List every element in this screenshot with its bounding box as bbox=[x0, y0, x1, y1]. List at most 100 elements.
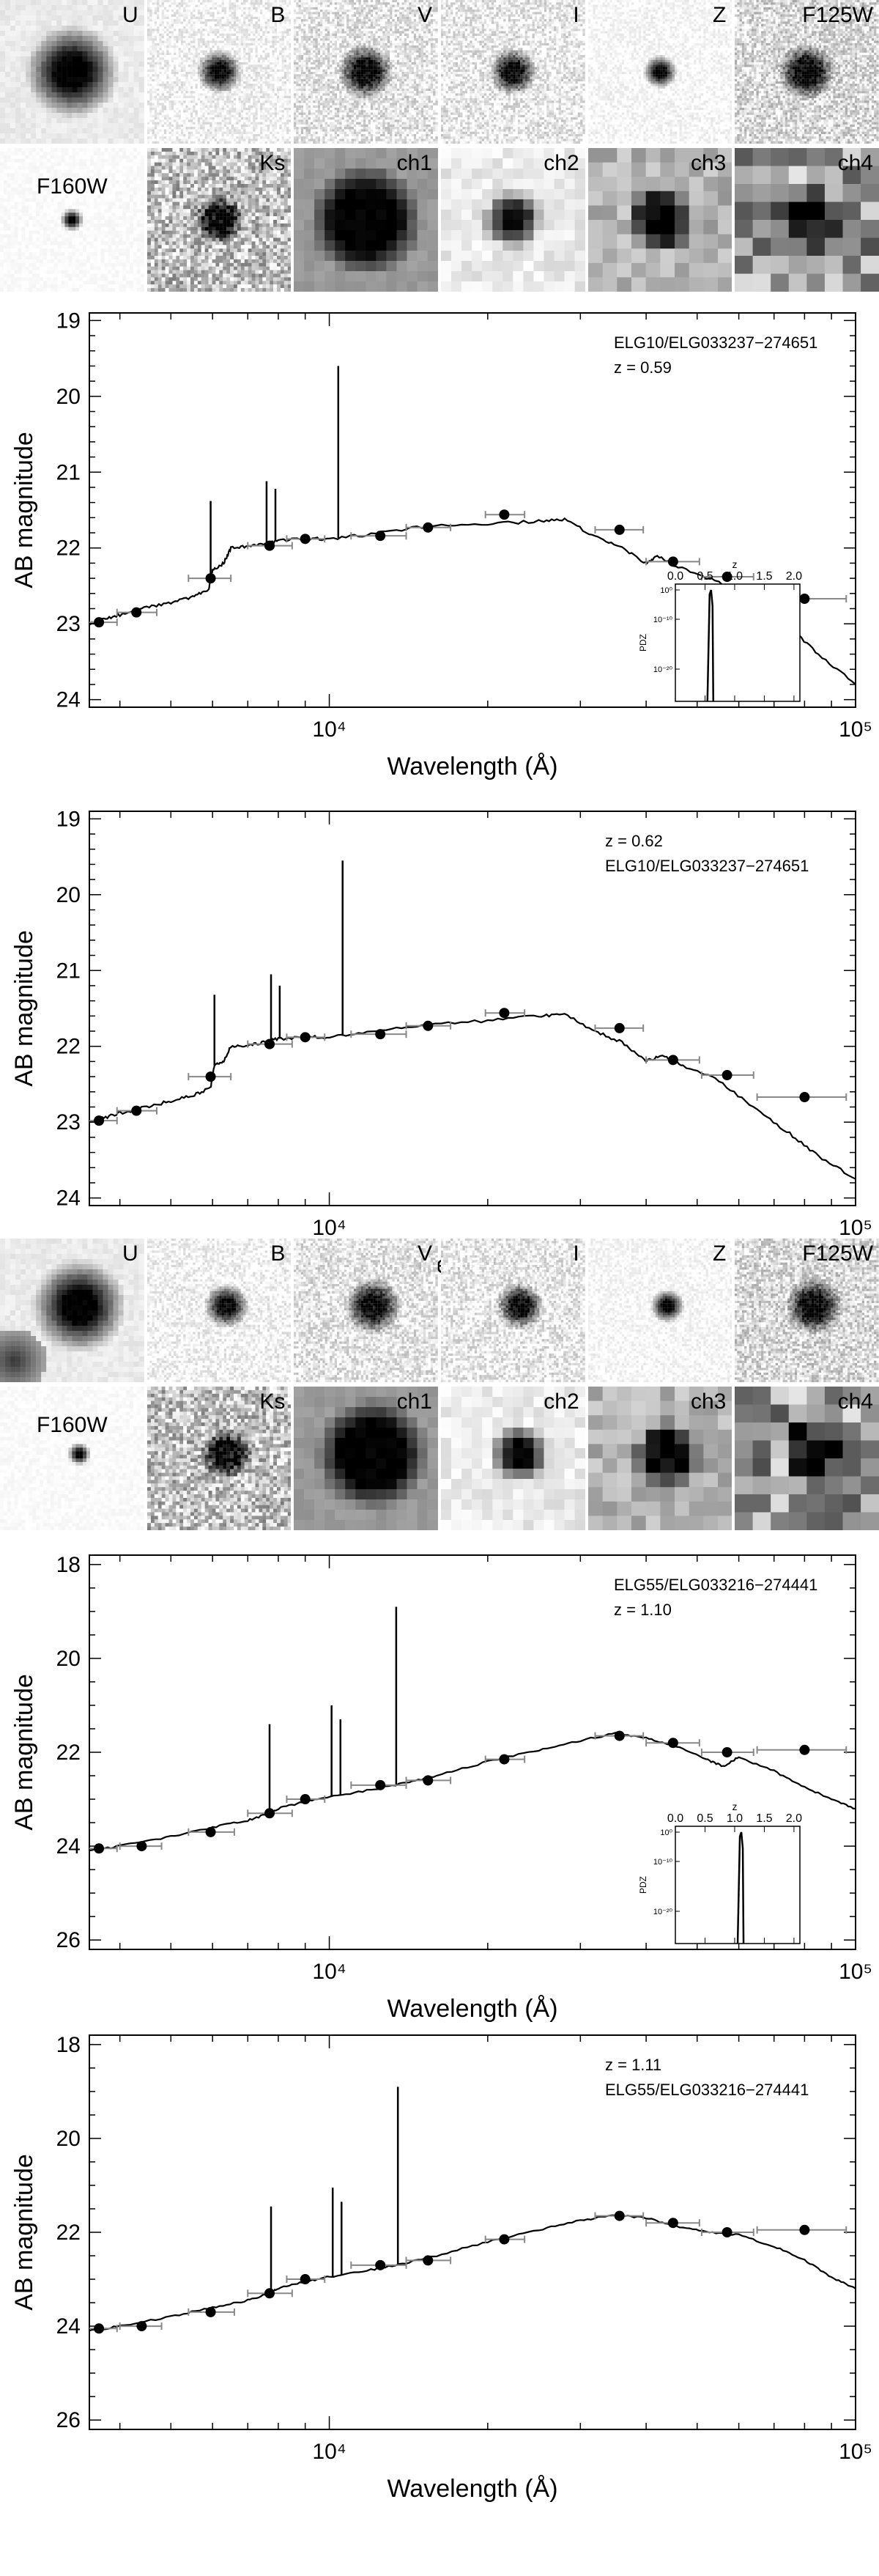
photometry-point bbox=[668, 1055, 678, 1065]
photometry-point bbox=[799, 1745, 809, 1755]
photometry-point bbox=[722, 1070, 732, 1080]
y-tick-label: 22 bbox=[56, 2221, 81, 2245]
stamp-label: F160W bbox=[37, 176, 108, 198]
inset-y-tick-label: 10⁰ bbox=[660, 1828, 672, 1837]
y-axis-label: AB magnitude bbox=[10, 432, 38, 588]
y-axis-label: AB magnitude bbox=[10, 2154, 38, 2311]
inset-y-tick-label: 10⁻²⁰ bbox=[653, 665, 673, 674]
photometry-point bbox=[499, 2234, 509, 2245]
photometry-point bbox=[300, 2274, 311, 2284]
stamp-v: V bbox=[294, 0, 438, 144]
inset-x-tick-label: 0.0 bbox=[667, 570, 683, 583]
stamp-image bbox=[294, 0, 438, 144]
photometry-point bbox=[136, 2321, 146, 2331]
photometry-point bbox=[136, 1841, 146, 1851]
y-axis-label: AB magnitude bbox=[10, 930, 38, 1087]
stamp-z: Z bbox=[588, 0, 732, 144]
stamp-image bbox=[147, 1239, 292, 1382]
stamp-b: B bbox=[147, 1239, 292, 1382]
stamp-label: ch3 bbox=[691, 1391, 726, 1413]
stamp-ch3: ch3 bbox=[588, 148, 732, 292]
stamp-image bbox=[0, 148, 144, 292]
photometry-point bbox=[131, 1106, 141, 1116]
photometry-point bbox=[423, 1775, 433, 1785]
photometry-point bbox=[668, 2218, 678, 2228]
stamp-image bbox=[0, 1387, 144, 1530]
stamp-ch1: ch1 bbox=[294, 148, 438, 292]
inset-x-tick-label: 1.0 bbox=[727, 570, 743, 583]
stamp-label: V bbox=[418, 1243, 432, 1265]
stamp-label: ch1 bbox=[397, 152, 432, 174]
y-tick-label: 23 bbox=[56, 612, 81, 636]
x-tick-label: 10⁴ bbox=[312, 1216, 346, 1240]
stamp-image bbox=[441, 1239, 585, 1382]
photometry-point bbox=[799, 594, 809, 604]
inset-x-tick-label: 2.0 bbox=[786, 1812, 802, 1825]
pdz-inset-frame bbox=[675, 584, 800, 701]
photometry-point bbox=[206, 573, 216, 583]
object-id-label: ELG10/ELG033237−274651 bbox=[614, 333, 817, 352]
photometry-point bbox=[264, 1808, 275, 1818]
inset-y-tick-label: 10⁻²⁰ bbox=[653, 1908, 673, 1916]
y-tick-label: 24 bbox=[56, 2314, 81, 2339]
stamp-label: U bbox=[122, 1243, 138, 1265]
stamp-label: ch2 bbox=[544, 152, 579, 174]
inset-x-tick-label: 0.0 bbox=[667, 1812, 683, 1825]
y-tick-label: 20 bbox=[56, 2127, 81, 2151]
photometry-point bbox=[375, 1780, 385, 1790]
inset-y-tick-label: 10⁻¹⁰ bbox=[653, 1858, 673, 1867]
photometry-point bbox=[206, 1827, 216, 1837]
x-tick-label: 10⁵ bbox=[839, 717, 872, 742]
model-sed-curve bbox=[89, 1014, 856, 1179]
photometry-point bbox=[499, 1754, 509, 1765]
y-tick-label: 20 bbox=[56, 883, 81, 907]
photometry-point bbox=[300, 1032, 311, 1042]
stamp-f125w: F125W bbox=[735, 0, 879, 144]
stamp-f160w: F160W bbox=[0, 1387, 144, 1530]
photometry-point bbox=[799, 2225, 809, 2235]
y-tick-label: 20 bbox=[56, 1647, 81, 1671]
object-id-label: ELG10/ELG033237−274651 bbox=[605, 857, 809, 875]
stamp-label: B bbox=[270, 4, 285, 26]
y-tick-label: 24 bbox=[56, 1186, 81, 1211]
y-tick-label: 19 bbox=[56, 807, 81, 831]
stamp-label: B bbox=[270, 1243, 285, 1265]
stamp-label: ch1 bbox=[397, 1391, 432, 1413]
y-tick-label: 21 bbox=[56, 959, 81, 983]
y-tick-label: 26 bbox=[56, 2408, 81, 2432]
stamp-label: ch4 bbox=[838, 152, 873, 174]
photometry-point bbox=[799, 1092, 809, 1102]
inset-x-tick-label: 1.0 bbox=[727, 1812, 743, 1825]
stamp-image bbox=[441, 0, 585, 144]
object-id-label: ELG55/ELG033216−274441 bbox=[614, 1576, 817, 1594]
photometry-point bbox=[375, 1029, 385, 1039]
stamp-ch2: ch2 bbox=[441, 1387, 585, 1530]
photometry-point bbox=[375, 2260, 385, 2270]
photometry-point bbox=[206, 1071, 216, 1082]
photometry-point bbox=[94, 2323, 104, 2333]
stamp-i: I bbox=[441, 0, 585, 144]
inset-y-tick-label: 10⁻¹⁰ bbox=[653, 616, 673, 624]
photometry-point bbox=[94, 1843, 104, 1853]
photometry-point bbox=[668, 1738, 678, 1748]
stamp-label: ch2 bbox=[544, 1391, 579, 1413]
y-tick-label: 22 bbox=[56, 1035, 81, 1059]
stamp-ch4: ch4 bbox=[735, 148, 879, 292]
stamp-label: Z bbox=[713, 1243, 726, 1265]
y-tick-label: 21 bbox=[56, 460, 81, 484]
photometry-point bbox=[722, 2227, 732, 2237]
stamp-u: U bbox=[0, 1239, 144, 1382]
photometry-point bbox=[423, 1021, 433, 1031]
y-tick-label: 19 bbox=[56, 309, 81, 333]
stamp-label: Z bbox=[713, 4, 726, 26]
redshift-label: z = 0.62 bbox=[605, 832, 663, 850]
inset-x-tick-label: 2.0 bbox=[786, 570, 802, 583]
photometry-point bbox=[423, 2255, 433, 2265]
stamp-i: I bbox=[441, 1239, 585, 1382]
photometry-point bbox=[668, 556, 678, 567]
